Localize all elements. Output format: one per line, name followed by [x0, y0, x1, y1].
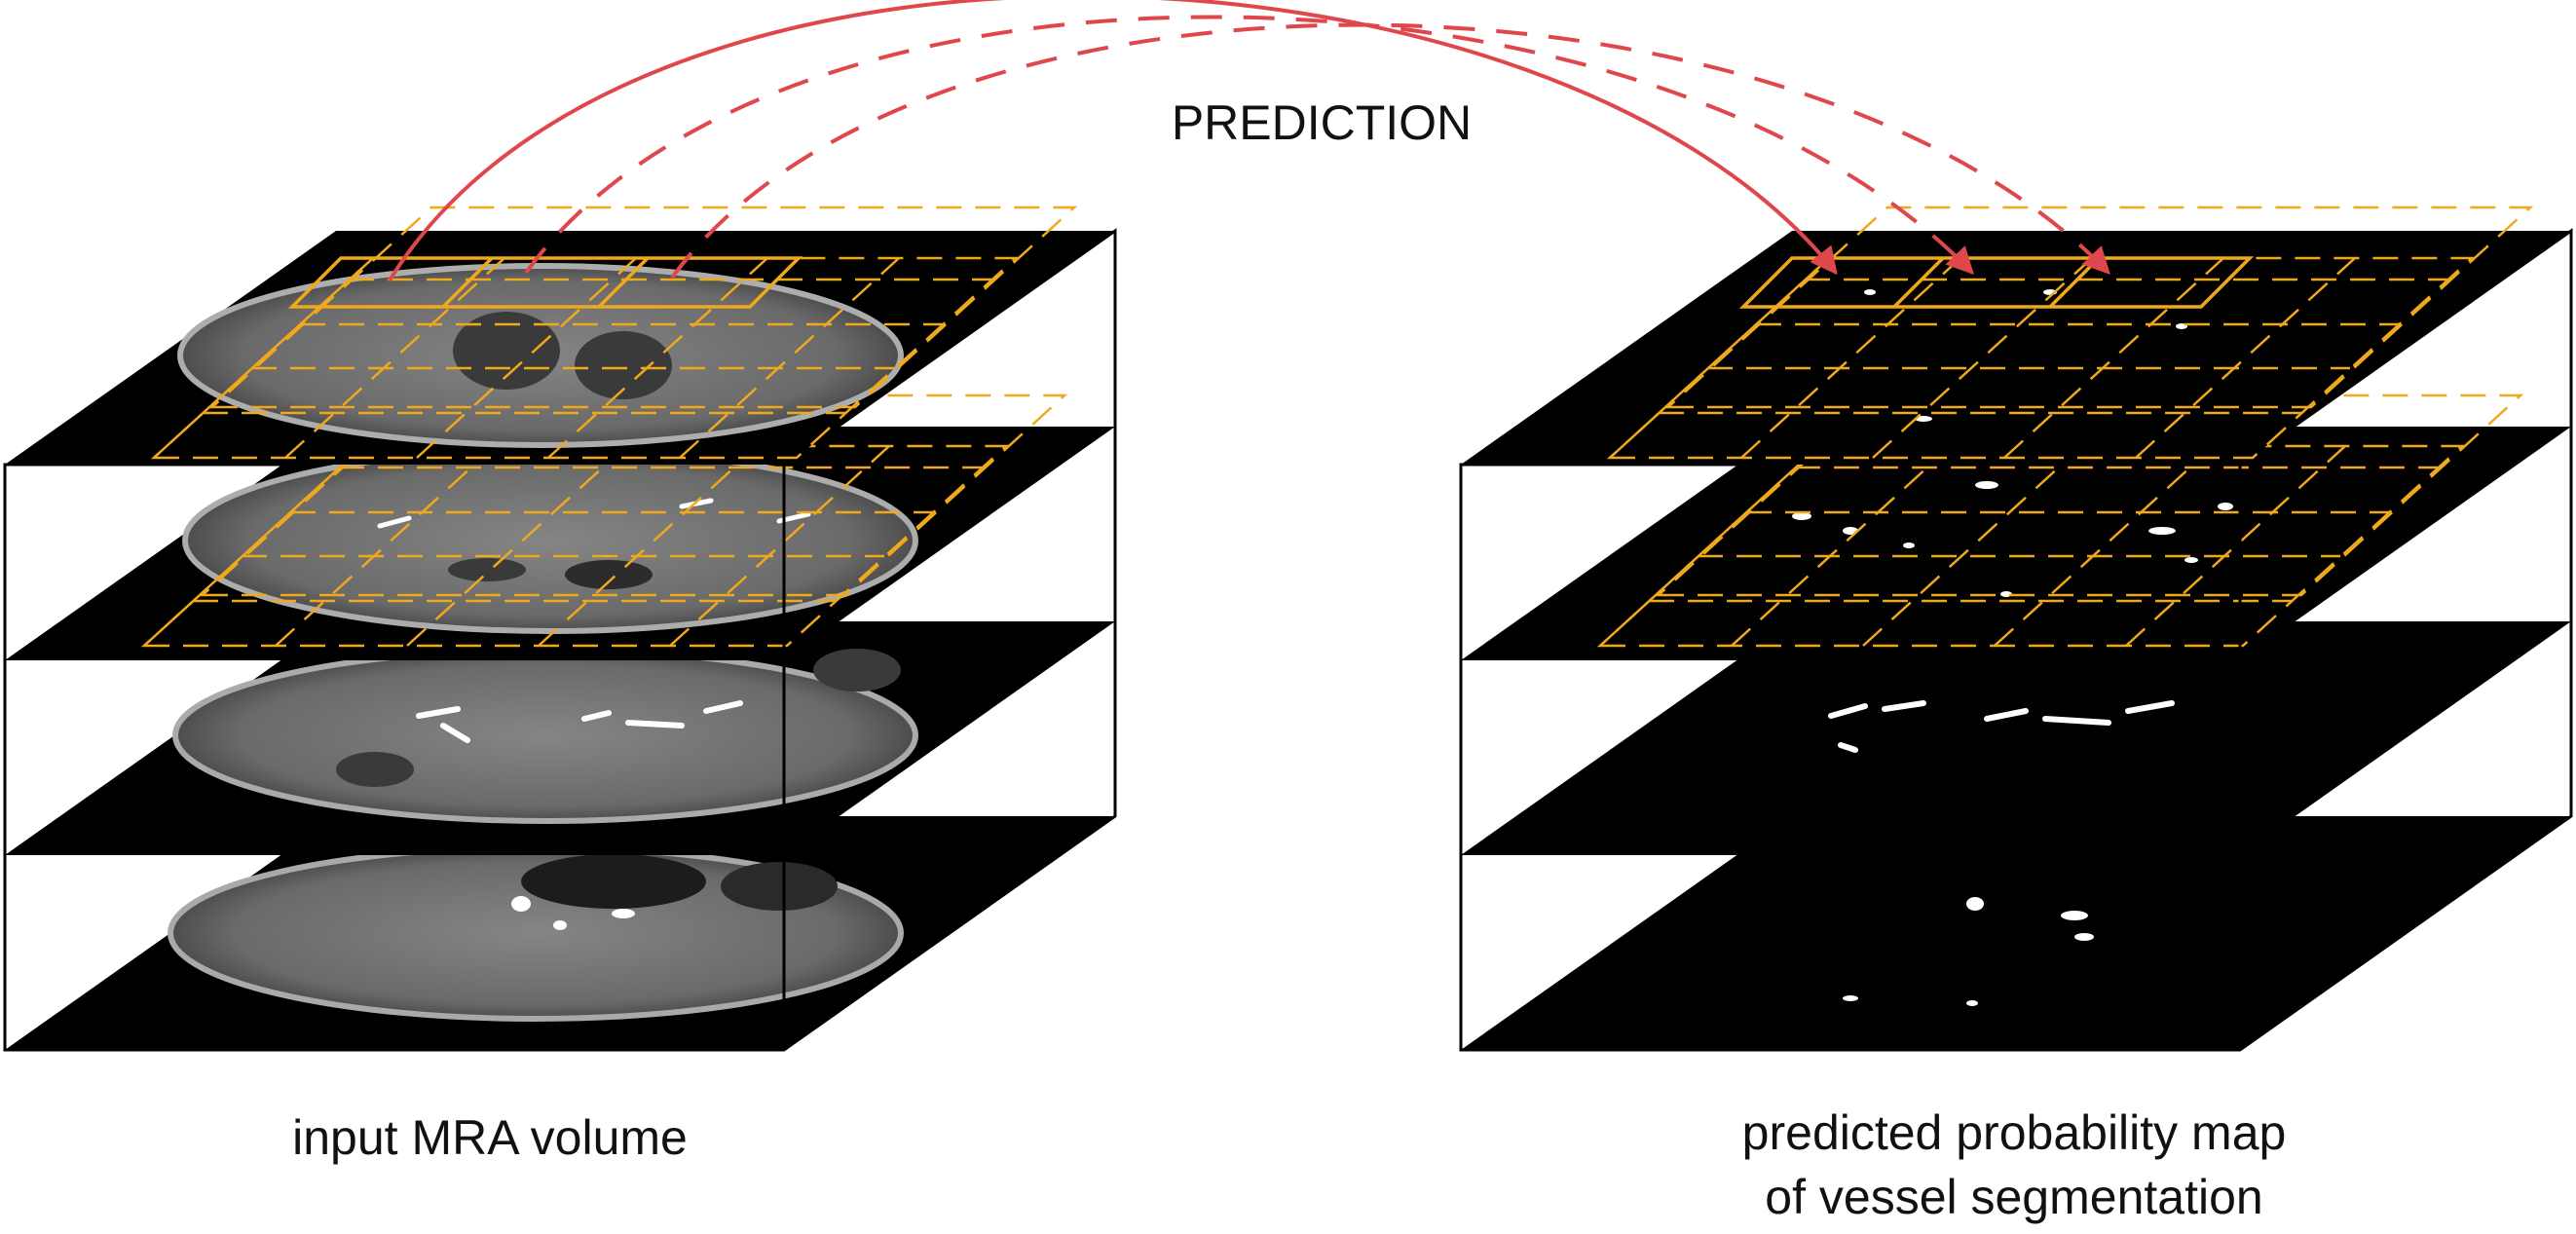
prediction-volume-stack — [1459, 206, 2573, 1052]
prob-slice-3 — [1461, 621, 2571, 855]
mra-slice-1 — [5, 206, 1115, 465]
prob-slice-2 — [1461, 393, 2571, 660]
prob-slice-1 — [1461, 206, 2571, 465]
prob-slice-1-patch-grid — [1606, 206, 2534, 460]
mra-slice-1-active-patches — [287, 256, 803, 309]
prediction-arrow-solid — [388, 0, 1838, 282]
prediction-label: PREDICTION — [1172, 95, 1472, 150]
prob-slice-4 — [1461, 816, 2571, 1050]
input-volume-stack — [3, 206, 1117, 1052]
output-caption-line1: predicted probability map — [1742, 1105, 2287, 1160]
output-caption-line2: of vessel segmentation — [1765, 1170, 2262, 1224]
mra-slice-4 — [5, 816, 1115, 1050]
prediction-arrows — [388, 0, 2110, 282]
input-volume-caption: input MRA volume — [292, 1110, 688, 1165]
mra-slice-1-patch-grid — [150, 206, 1078, 460]
prob-slice-2-patch-grid — [1596, 393, 2524, 648]
mra-slice-3 — [5, 621, 1115, 855]
